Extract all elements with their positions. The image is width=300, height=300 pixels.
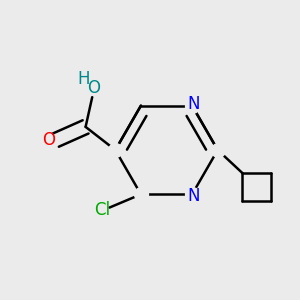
Text: N: N bbox=[188, 95, 200, 113]
Text: Cl: Cl bbox=[94, 201, 110, 219]
Text: N: N bbox=[188, 187, 200, 205]
Text: H: H bbox=[78, 70, 90, 88]
Text: O: O bbox=[42, 131, 55, 149]
Text: O: O bbox=[87, 79, 101, 97]
